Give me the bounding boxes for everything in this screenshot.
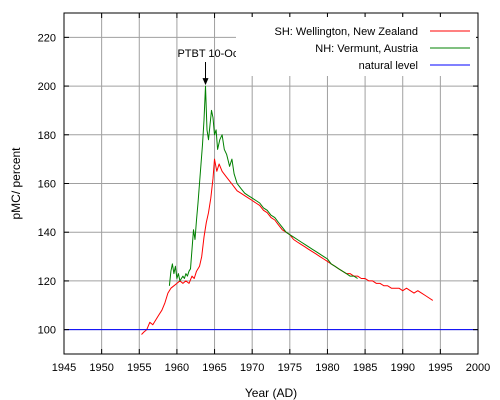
legend-label: natural level (359, 60, 418, 72)
series-line-1 (168, 85, 358, 286)
x-axis-label: Year (AD) (245, 386, 297, 400)
x-tick-label: 2000 (466, 362, 490, 374)
legend-label: NH: Vermunt, Austria (315, 43, 419, 55)
annotation-arrowhead (202, 78, 209, 86)
legend: SH: Wellington, New Zealand NH: Vermunt, … (236, 17, 476, 76)
y-tick-label: 140 (38, 227, 56, 239)
x-tick-label: 1970 (240, 362, 264, 374)
y-tick-label: 160 (38, 179, 56, 191)
series-line-0 (141, 158, 434, 335)
y-tick-label: 220 (38, 32, 56, 44)
axis-ticks: 1945 1950 1955 1960 1965 1970 1975 1980 1985 1990… (38, 13, 490, 374)
y-tick-label: 120 (38, 276, 56, 288)
x-tick-label: 1975 (278, 362, 302, 374)
x-tick-label: 1955 (127, 362, 151, 374)
series-layer (64, 85, 478, 335)
x-tick-label: 1945 (52, 362, 76, 374)
y-tick-label: 100 (38, 325, 56, 337)
x-tick-label: 1980 (315, 362, 339, 374)
y-axis-label: pMC/ percent (9, 147, 23, 220)
x-tick-label: 1960 (165, 362, 189, 374)
x-tick-label: 1950 (89, 362, 113, 374)
x-tick-label: 1990 (390, 362, 414, 374)
legend-background (236, 17, 476, 76)
x-tick-label: 1965 (202, 362, 226, 374)
legend-label: SH: Wellington, New Zealand (275, 26, 418, 38)
x-tick-label: 1985 (353, 362, 377, 374)
y-tick-label: 200 (38, 81, 56, 93)
x-tick-label: 1995 (428, 362, 452, 374)
y-tick-label: 180 (38, 130, 56, 142)
